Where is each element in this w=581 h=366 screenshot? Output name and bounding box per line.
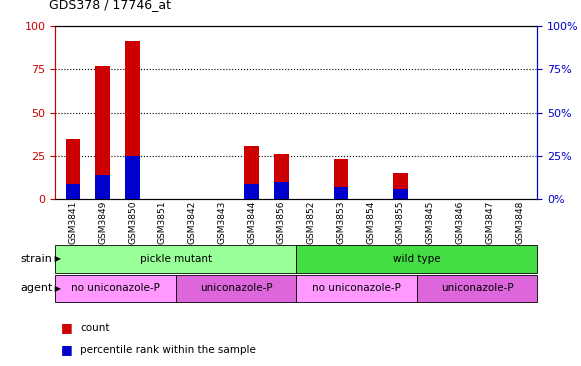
Bar <box>333 160 349 199</box>
Bar <box>66 184 81 199</box>
Bar <box>66 139 81 199</box>
Bar <box>244 146 259 199</box>
Text: GDS378 / 17746_at: GDS378 / 17746_at <box>49 0 171 11</box>
FancyBboxPatch shape <box>55 274 176 302</box>
FancyBboxPatch shape <box>417 274 537 302</box>
Text: ■: ■ <box>61 343 73 356</box>
FancyBboxPatch shape <box>55 245 296 273</box>
Text: percentile rank within the sample: percentile rank within the sample <box>80 344 256 355</box>
FancyBboxPatch shape <box>296 245 537 273</box>
Text: uniconazole-P: uniconazole-P <box>200 283 272 293</box>
FancyBboxPatch shape <box>176 274 296 302</box>
Bar <box>244 184 259 199</box>
Text: wild type: wild type <box>393 254 440 264</box>
Bar <box>125 41 140 199</box>
Text: ■: ■ <box>61 321 73 334</box>
Text: agent: agent <box>20 283 52 293</box>
Bar <box>274 182 289 199</box>
Bar <box>393 189 408 199</box>
FancyBboxPatch shape <box>296 274 417 302</box>
Bar <box>333 187 349 199</box>
Bar <box>393 173 408 199</box>
Text: count: count <box>80 322 110 333</box>
Bar <box>95 175 110 199</box>
Text: ▶: ▶ <box>52 284 62 293</box>
Bar <box>95 66 110 199</box>
Text: no uniconazole-P: no uniconazole-P <box>71 283 160 293</box>
Text: pickle mutant: pickle mutant <box>139 254 212 264</box>
Text: no uniconazole-P: no uniconazole-P <box>312 283 401 293</box>
Text: uniconazole-P: uniconazole-P <box>441 283 514 293</box>
Bar <box>125 156 140 199</box>
Text: ▶: ▶ <box>52 254 62 264</box>
Bar <box>274 154 289 199</box>
Text: strain: strain <box>20 254 52 264</box>
